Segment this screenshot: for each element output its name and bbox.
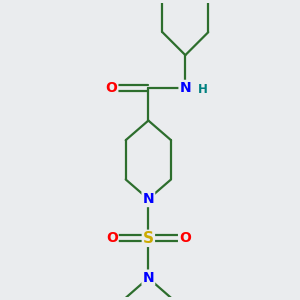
Text: O: O — [106, 231, 118, 245]
Text: O: O — [106, 81, 117, 95]
Text: H: H — [197, 83, 207, 96]
Text: N: N — [142, 192, 154, 206]
Text: S: S — [143, 231, 154, 246]
Text: N: N — [142, 271, 154, 285]
Text: O: O — [179, 231, 191, 245]
Text: N: N — [179, 81, 191, 95]
